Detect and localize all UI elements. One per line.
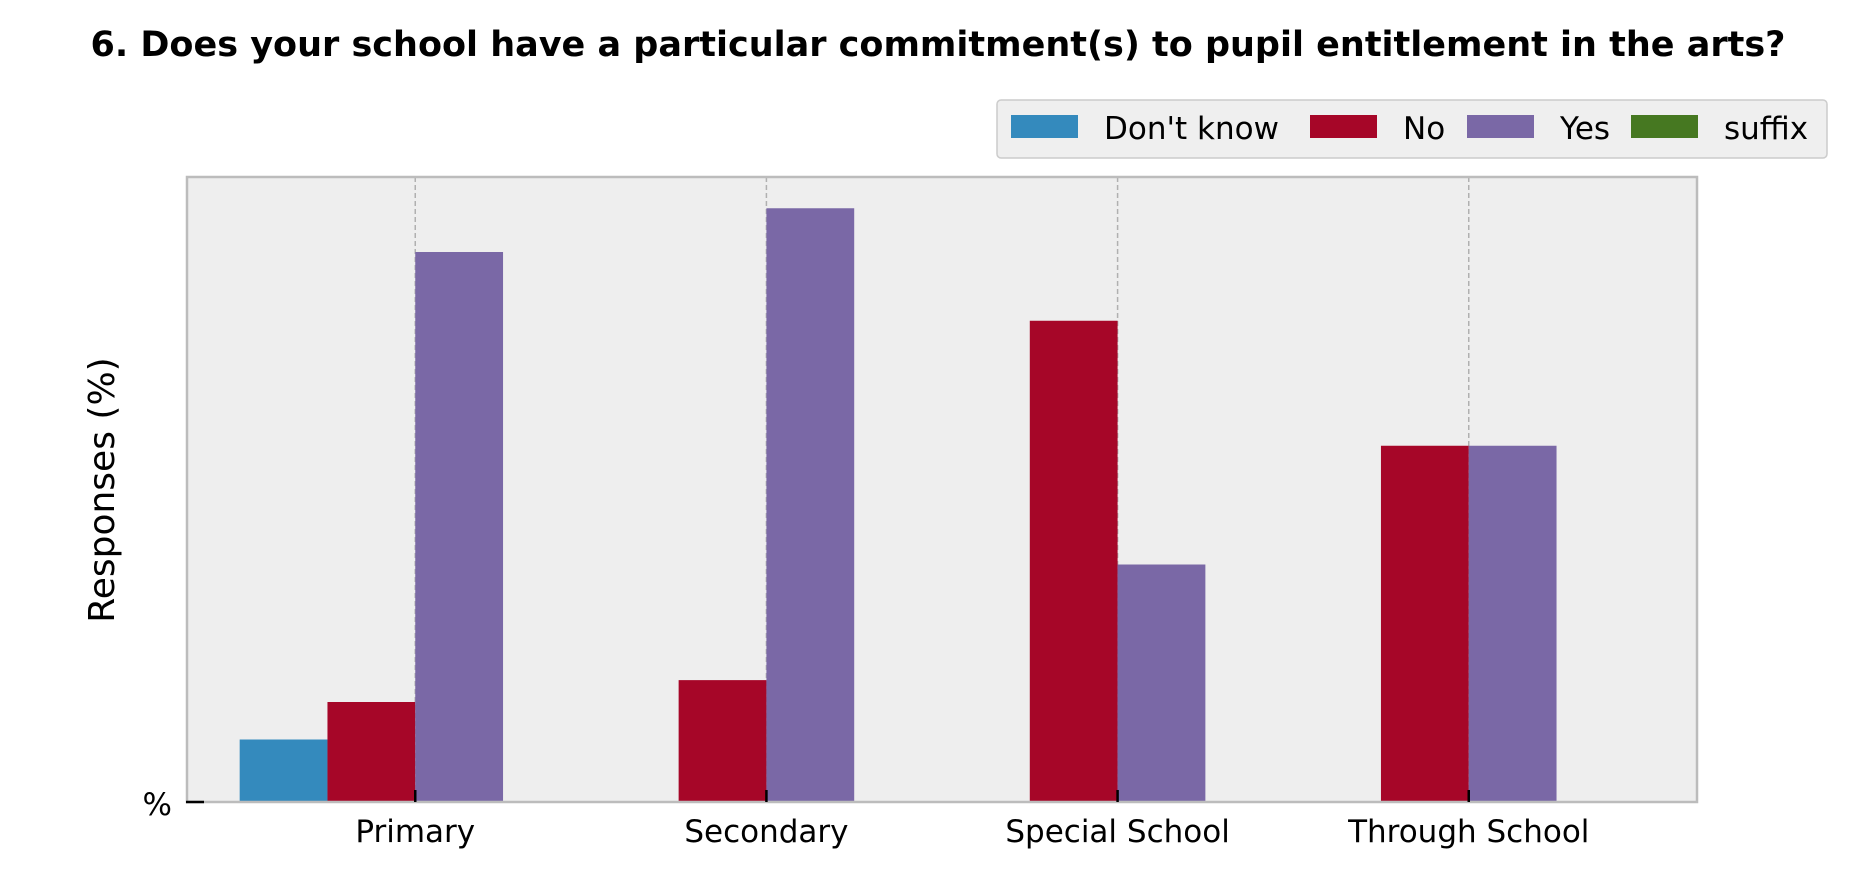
bar-primary-don-t-know [239, 739, 328, 802]
x-tick-label-through-school: Through School [1347, 814, 1589, 850]
legend-swatch-dont-know [1011, 115, 1078, 138]
y-axis-label: Responses (%) [82, 357, 123, 622]
chart-title: 6. Does your school have a particular co… [91, 25, 1786, 65]
y-tick-label: % [143, 787, 172, 823]
bar-secondary-yes [766, 208, 855, 802]
x-tick-label-secondary: Secondary [684, 814, 848, 850]
bar-primary-yes [415, 252, 504, 802]
legend-label-yes: Yes [1559, 111, 1610, 147]
bar-secondary-no [678, 680, 767, 802]
legend: Don't know No Yes suffix [996, 99, 1828, 159]
legend-frame [996, 99, 1828, 159]
legend-swatch-suffix [1631, 115, 1698, 138]
legend-label-dont-know: Don't know [1104, 111, 1279, 147]
x-tick-label-special-school: Special School [1005, 814, 1229, 850]
bar-through-school-no [1380, 445, 1469, 802]
bars [239, 208, 1557, 802]
legend-label-no: No [1403, 111, 1445, 147]
x-tick-label-primary: Primary [355, 814, 475, 850]
bar-special-school-yes [1117, 564, 1206, 802]
bar-special-school-no [1029, 320, 1118, 802]
bar-through-school-yes [1468, 445, 1557, 802]
legend-swatch-yes [1467, 115, 1534, 138]
legend-swatch-no [1310, 115, 1377, 138]
legend-label-suffix: suffix [1724, 111, 1808, 147]
bar-primary-no [327, 702, 416, 802]
x-ticks: Primary Secondary Special School Through Sc… [186, 790, 1589, 850]
plot-frame [185, 175, 1699, 804]
